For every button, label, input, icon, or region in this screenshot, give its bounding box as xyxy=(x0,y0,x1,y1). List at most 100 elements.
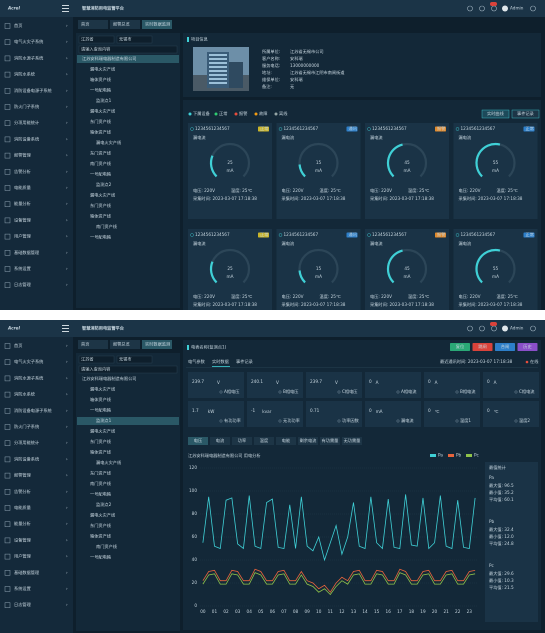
tree-node[interactable]: 东门资产线 xyxy=(90,118,112,125)
menu-item[interactable]: 消防设备系统 xyxy=(14,455,39,462)
menu-item[interactable]: 防火门子系统 xyxy=(14,423,39,430)
chart-tab[interactable] xyxy=(298,437,318,445)
select[interactable] xyxy=(78,35,115,44)
tree-node[interactable]: 箱体资产线 xyxy=(90,449,112,456)
device-card[interactable] xyxy=(365,229,449,325)
tree-node[interactable]: 东门资产线 xyxy=(90,150,112,157)
action-button[interactable] xyxy=(472,343,493,351)
chart-tab[interactable] xyxy=(232,437,252,445)
tree-node[interactable]: 东门资产线 xyxy=(90,438,112,445)
button[interactable] xyxy=(481,109,510,119)
menu-item[interactable]: 告警分析 xyxy=(14,168,31,175)
tab[interactable] xyxy=(110,20,140,29)
subtab[interactable]: 电气参数 xyxy=(188,358,206,365)
chart-tab[interactable] xyxy=(320,437,340,445)
device-card[interactable] xyxy=(276,229,361,325)
menu-item[interactable]: 电能质量 xyxy=(14,504,31,511)
tab[interactable] xyxy=(110,340,140,349)
tree-node[interactable]: 南门资产线 xyxy=(96,543,118,550)
menu-item[interactable]: 日志管理 xyxy=(14,281,32,288)
tree-node[interactable]: 东门资产线 xyxy=(90,470,112,477)
menu-item[interactable]: 报警管理 xyxy=(14,152,32,159)
device-card[interactable] xyxy=(365,123,449,219)
menu-item[interactable]: 防火门子系统 xyxy=(14,103,39,110)
tree-node[interactable]: 南门资产线 xyxy=(90,160,112,167)
tree-node[interactable]: 一号配电箱 xyxy=(90,234,111,241)
header-icon[interactable] xyxy=(467,5,473,12)
tree-node[interactable]: 监测点2 xyxy=(96,501,112,508)
menu-item[interactable]: 用户管理 xyxy=(14,233,32,240)
tree-node[interactable]: 箱体资产线 xyxy=(90,396,112,403)
menu-item[interactable]: 电能质量 xyxy=(14,184,31,191)
menu-toggle[interactable] xyxy=(62,5,69,6)
tree-node[interactable]: 江苏安科瑞电器制造有限公司 xyxy=(82,375,136,382)
menu-item[interactable]: 设备管理 xyxy=(14,536,32,543)
tree-node[interactable]: 东门资产线 xyxy=(90,202,112,209)
menu-item[interactable]: 告警分析 xyxy=(14,488,31,495)
tab[interactable] xyxy=(78,20,108,29)
select[interactable] xyxy=(78,355,115,364)
tree-node[interactable]: 监测点1 xyxy=(96,417,112,424)
device-card[interactable] xyxy=(453,123,538,219)
menu-item[interactable]: 消防设备电源子系统 xyxy=(14,87,52,94)
menu-item[interactable]: 首页 xyxy=(14,342,22,349)
device-card[interactable] xyxy=(188,123,272,219)
menu-item[interactable]: 电气火灾子系统 xyxy=(14,38,43,45)
chart-tab[interactable] xyxy=(188,437,208,445)
menu-item[interactable]: 系统设置 xyxy=(14,265,31,272)
settings-icon[interactable] xyxy=(530,5,536,12)
chart-tab[interactable] xyxy=(210,437,230,445)
chart-tab[interactable] xyxy=(254,437,274,445)
menu-item[interactable]: 消防水源子系统 xyxy=(14,374,43,381)
action-button[interactable] xyxy=(450,343,470,351)
menu-toggle[interactable] xyxy=(62,325,69,326)
tree-node[interactable]: 漏电火灾产线 xyxy=(90,108,116,115)
menu-item[interactable]: 用户管理 xyxy=(14,553,32,560)
menu-toggle[interactable] xyxy=(62,11,69,12)
menu-item[interactable]: 能量分析 xyxy=(14,520,31,527)
menu-item[interactable]: 报警管理 xyxy=(14,472,32,479)
tree-node[interactable]: 江苏安科瑞电器制造有限公司 xyxy=(82,55,136,62)
menu-item[interactable]: 基础数据管理 xyxy=(14,569,40,576)
tree-node[interactable]: 一号配电箱 xyxy=(90,407,111,414)
menu-item[interactable]: 消防水系统 xyxy=(14,391,35,398)
tree-node[interactable]: 漏电火灾产线 xyxy=(90,386,116,393)
tree-node[interactable]: 东门资产线 xyxy=(90,522,112,529)
menu-item[interactable]: 消防设备电源子系统 xyxy=(14,407,52,414)
menu-item[interactable]: 消防水源子系统 xyxy=(14,54,43,61)
menu-item[interactable]: 首页 xyxy=(14,22,22,29)
select[interactable] xyxy=(116,355,153,364)
menu-item[interactable]: 分项用能统计 xyxy=(14,119,39,126)
menu-item[interactable]: 日志管理 xyxy=(14,601,32,608)
device-card[interactable] xyxy=(276,123,361,219)
tree-node[interactable]: 监测点2 xyxy=(96,181,112,188)
menu-item[interactable]: 消防设备系统 xyxy=(14,135,39,142)
settings-icon[interactable] xyxy=(530,325,536,332)
tab[interactable] xyxy=(78,340,108,349)
tree-node[interactable]: 南门资产线 xyxy=(90,480,112,487)
search-box[interactable] xyxy=(78,45,178,54)
tree-node[interactable]: 一号配电箱 xyxy=(90,87,111,94)
device-card[interactable] xyxy=(453,229,538,325)
tree-node[interactable]: 箱体资产线 xyxy=(90,213,112,220)
header-icon[interactable] xyxy=(467,325,473,332)
tree-node[interactable]: 漏电火灾产线 xyxy=(90,192,116,199)
subtab[interactable]: 实时数据 xyxy=(212,358,229,365)
subtab[interactable]: 事件记录 xyxy=(236,358,253,365)
tree-node[interactable]: 漏电火灾产线 xyxy=(90,512,116,519)
tab[interactable] xyxy=(142,340,172,349)
menu-item[interactable]: 设备管理 xyxy=(14,216,32,223)
tree-node[interactable]: 漏电火灾产线 xyxy=(90,428,116,435)
menu-item[interactable]: 能量分析 xyxy=(14,200,31,207)
action-button[interactable] xyxy=(495,343,515,351)
tree-node[interactable]: 南门资产线 xyxy=(96,223,118,230)
select[interactable] xyxy=(116,35,153,44)
chart-tab[interactable] xyxy=(342,437,362,445)
chart-tab[interactable] xyxy=(276,437,296,445)
header-icon[interactable] xyxy=(479,325,485,332)
tree-node[interactable]: 漏电火灾产线 xyxy=(90,66,116,73)
menu-item[interactable]: 分项用能统计 xyxy=(14,439,39,446)
tab[interactable] xyxy=(142,20,172,29)
tree-node[interactable]: 漏电火灾产线 xyxy=(96,139,122,146)
header-icon[interactable] xyxy=(479,5,485,12)
